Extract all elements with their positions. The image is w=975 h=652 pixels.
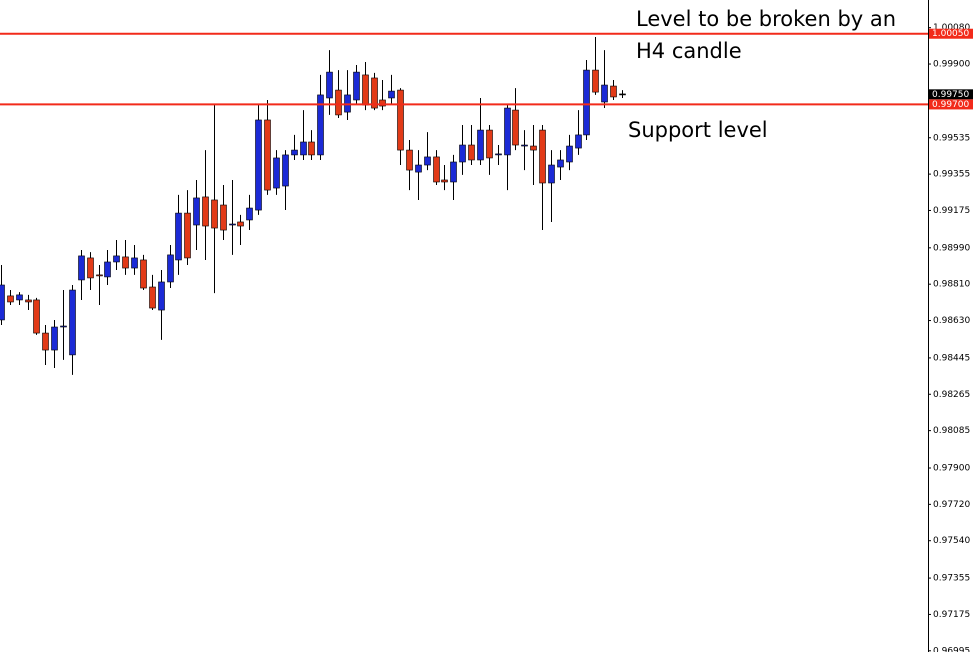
candle-body xyxy=(87,257,94,279)
candle-body xyxy=(291,149,298,156)
current-price-label: 0.99750 xyxy=(932,90,969,100)
y-tick-label: 0.98990 xyxy=(933,243,970,253)
candle-body xyxy=(521,144,528,147)
candle-body xyxy=(264,119,271,191)
candle-body xyxy=(113,255,120,263)
candle-body xyxy=(353,71,360,101)
annotation: Support level xyxy=(628,118,768,142)
candle-body xyxy=(202,196,209,227)
y-tick-label: 0.97355 xyxy=(933,574,970,584)
candle-body xyxy=(149,286,156,309)
candle-body xyxy=(575,134,582,149)
y-tick-label: 0.97720 xyxy=(933,500,970,510)
y-tick-label: 0.99900 xyxy=(933,60,970,70)
candle-body xyxy=(0,284,5,321)
candle-body xyxy=(486,129,493,159)
level-label-box xyxy=(929,99,973,110)
candle-body xyxy=(25,299,32,303)
candle-body xyxy=(468,144,475,161)
candle-body xyxy=(406,149,413,171)
candle-body xyxy=(512,109,519,146)
candle-body xyxy=(397,89,404,151)
candle-body xyxy=(566,145,573,163)
y-tick-label: 0.97540 xyxy=(933,536,970,546)
candle-body xyxy=(211,199,218,229)
candle-body xyxy=(335,89,342,116)
level-label: 0.99700 xyxy=(932,100,969,110)
y-tick-label: 0.96995 xyxy=(933,646,970,652)
candle-body xyxy=(175,212,182,261)
candle-body xyxy=(441,179,448,183)
candle-body xyxy=(78,255,85,281)
annotation: Level to be broken by an xyxy=(636,7,896,31)
candle-body xyxy=(16,294,23,301)
candle-body xyxy=(7,295,14,303)
y-tick-label: 0.99535 xyxy=(933,133,970,143)
current-price-box xyxy=(929,89,973,100)
candle-body xyxy=(362,74,369,106)
candle-body xyxy=(255,119,262,211)
y-tick-label: 0.98265 xyxy=(933,390,970,400)
candle-body xyxy=(229,223,236,226)
candle-body xyxy=(308,141,315,156)
candle-body xyxy=(388,90,395,99)
y-tick-label: 0.98445 xyxy=(933,353,970,363)
candle-body xyxy=(246,207,253,221)
candle-body xyxy=(619,93,626,96)
annotation: H4 candle xyxy=(636,39,742,63)
candle-body xyxy=(530,145,537,151)
candle-body xyxy=(237,221,244,227)
candle-body xyxy=(96,274,103,277)
y-tick-label: 0.97900 xyxy=(933,463,970,473)
y-tick-label: 0.97175 xyxy=(933,610,970,620)
level-label: 1.00050 xyxy=(932,29,969,39)
candle-body xyxy=(539,129,546,184)
candle-body xyxy=(459,144,466,163)
candle-body xyxy=(504,107,511,156)
candle-body xyxy=(548,164,555,184)
candle-body xyxy=(495,153,502,156)
y-tick-label: 0.98085 xyxy=(933,426,970,436)
level-label-box xyxy=(929,28,973,39)
candle-body xyxy=(167,254,174,283)
y-tick-label: 0.99355 xyxy=(933,170,970,180)
candle-body xyxy=(477,129,484,161)
candle-body xyxy=(104,261,111,278)
candle-body xyxy=(379,99,386,107)
candle-body xyxy=(433,156,440,183)
candle-body xyxy=(592,69,599,93)
candle-body xyxy=(140,259,147,289)
candle-body xyxy=(158,281,165,311)
candle-body xyxy=(69,289,76,356)
candle-body xyxy=(193,197,200,226)
candle-body xyxy=(33,299,40,334)
candle-body xyxy=(601,84,608,103)
candle-body xyxy=(557,159,564,168)
candle-body xyxy=(273,157,280,189)
candle-body xyxy=(415,164,422,173)
candle-body xyxy=(300,141,307,156)
candle-body xyxy=(122,256,129,269)
candle-body xyxy=(60,325,67,328)
candle-body xyxy=(450,161,457,183)
candle-body xyxy=(583,69,590,136)
candle-body xyxy=(610,85,617,98)
candle-body xyxy=(184,212,191,259)
candle-body xyxy=(220,204,227,231)
candle-body xyxy=(131,257,138,269)
candle-body xyxy=(371,77,378,109)
y-tick-label: 0.98630 xyxy=(933,316,970,326)
candle-body xyxy=(42,332,49,351)
candle-body xyxy=(51,326,58,351)
candle-body xyxy=(317,94,324,156)
y-tick-label: 0.99175 xyxy=(933,206,970,216)
y-tick-label: 1.00080 xyxy=(933,23,970,33)
candle-body xyxy=(282,154,289,187)
y-tick-label: 0.98810 xyxy=(933,280,970,290)
candle-body xyxy=(424,156,431,166)
candle-body xyxy=(326,71,333,99)
